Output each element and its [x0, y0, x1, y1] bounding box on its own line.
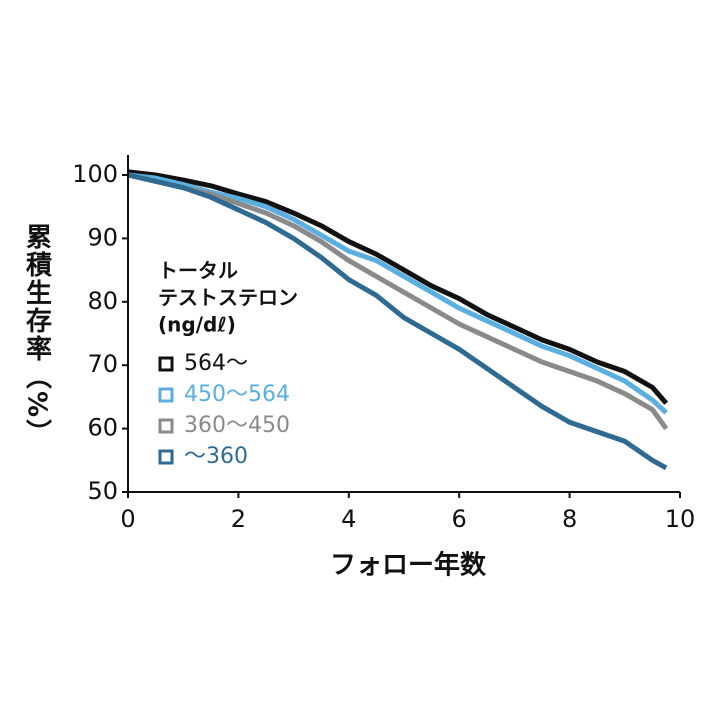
x-axis-label: フォロー年数 — [330, 550, 487, 581]
series-line — [127, 172, 668, 471]
legend-marker — [158, 387, 174, 403]
legend-label: 564〜 — [184, 351, 248, 376]
x-tick-label: 10 — [665, 505, 696, 533]
legend-marker — [158, 449, 174, 465]
legend-label: 〜360 — [184, 444, 248, 469]
series-line — [127, 172, 669, 431]
legend-title: テストステロン — [158, 286, 298, 310]
y-tick-label: 90 — [87, 223, 118, 251]
legend-label: 360〜450 — [184, 413, 290, 438]
x-tick-label: 8 — [562, 505, 577, 533]
x-tick-label: 0 — [120, 505, 135, 533]
x-tick-label: 2 — [231, 505, 246, 533]
y-tick-label: 70 — [87, 350, 118, 378]
legend-marker — [158, 418, 174, 434]
series-line — [127, 172, 668, 415]
y-tick-label: 60 — [87, 414, 118, 442]
series-line — [127, 169, 669, 405]
y-tick-label: 80 — [87, 287, 118, 315]
x-tick-label: 6 — [452, 505, 467, 533]
x-tick-label: 4 — [341, 505, 356, 533]
legend-title: (ng/dℓ) — [158, 313, 236, 337]
legend-label: 450〜564 — [184, 382, 290, 407]
y-tick-label: 50 — [87, 477, 118, 505]
y-axis-label: 累積生存率（%） — [22, 223, 52, 447]
legend-marker — [158, 356, 174, 372]
y-tick-label: 100 — [72, 160, 118, 188]
legend-title: トータル — [158, 259, 238, 283]
